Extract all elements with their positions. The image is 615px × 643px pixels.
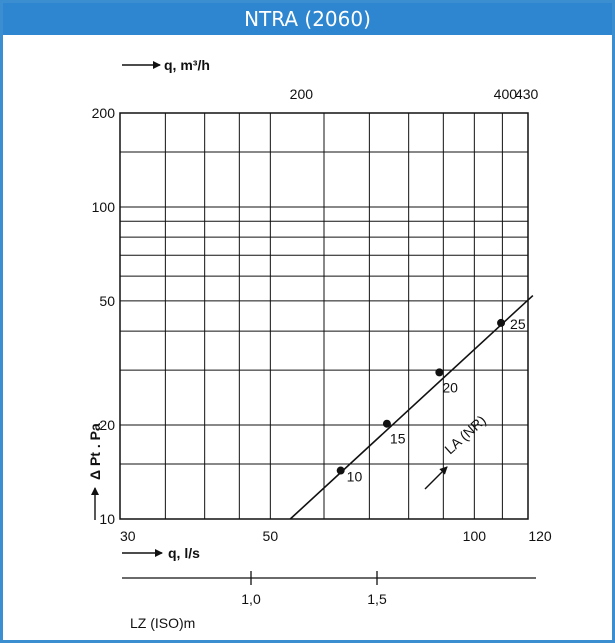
x-tick-label: 30 [120,528,136,544]
lz-axis-label: LZ (ISO)m [130,615,195,631]
x-tick-label: 120 [528,528,552,544]
x-tick-label: 50 [263,528,279,544]
data-point-15 [382,419,391,428]
chart-header: NTRA (2060) [3,3,612,35]
data-point-label-20: 20 [442,379,458,395]
top-axis-label: q, m³/h [164,57,210,73]
y-tick-label: 20 [99,417,115,433]
grid [120,113,528,519]
data-points: 10 15 20 25 [336,316,526,485]
data-point-20 [435,368,444,377]
data-point-25 [497,318,506,327]
top-tick-label: 200 [290,86,314,102]
y-tick-label: 200 [92,105,116,121]
la-annotation-arrow [424,466,448,490]
data-point-label-15: 15 [390,431,406,447]
y-tick-label: 100 [92,199,116,215]
y-axis-label-group: Δ Pt . Pa [87,423,103,520]
y-axis-label: Δ Pt . Pa [87,423,103,480]
top-tick-label: 430 [515,86,539,102]
data-point-label-25: 25 [510,316,526,332]
series [289,294,534,520]
lz-scale: 1,0 1,5 [241,571,387,607]
lz-tick-label: 1,0 [241,591,261,607]
lz-tick-label: 1,5 [367,591,387,607]
x-tick-label: 100 [463,528,487,544]
x-axis-label: q, l/s [168,545,200,561]
series-label-la-nr: LA (NR) [441,412,489,457]
y-tick-label: 50 [99,293,115,309]
top-tick-label: 400 [494,86,518,102]
y-tick-label: 10 [99,511,115,527]
data-point-label-10: 10 [347,469,363,485]
data-point-10 [336,466,345,475]
series-line-la-nr [289,294,534,520]
